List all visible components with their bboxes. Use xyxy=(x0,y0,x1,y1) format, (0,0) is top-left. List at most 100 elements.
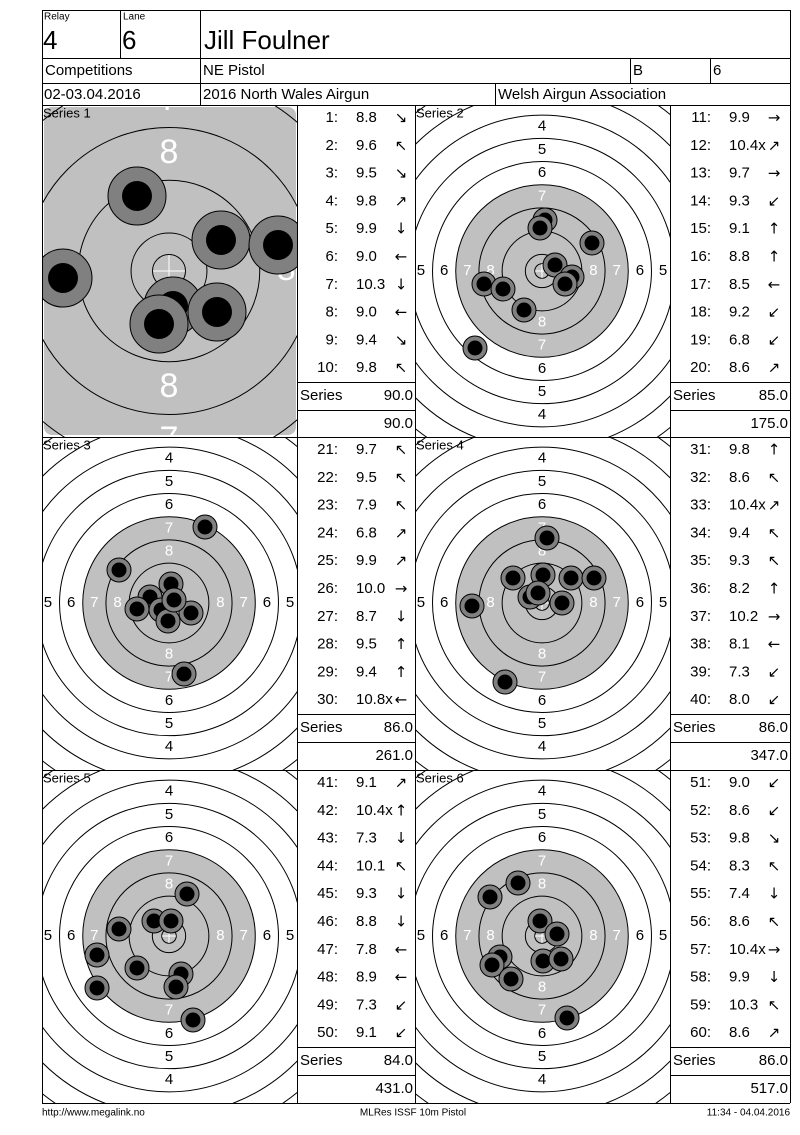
shot-number: 51: xyxy=(690,774,711,791)
shot-number: 24: xyxy=(317,524,338,541)
shot-direction: ↖ xyxy=(395,468,408,486)
ring-number: 6 xyxy=(165,692,173,709)
ring-number: 5 xyxy=(165,473,173,490)
shot-number: 1: xyxy=(325,109,338,126)
series-total: 90.0 xyxy=(384,387,413,404)
ring xyxy=(416,469,670,737)
shot-score: 10.3 xyxy=(729,996,758,1013)
ring-number: 5 xyxy=(165,1048,173,1065)
ring-number: 8 xyxy=(113,594,121,611)
shot-score: 9.8 xyxy=(729,441,750,458)
series-label: Series xyxy=(300,387,343,404)
ring-number: 4 xyxy=(165,783,173,800)
shot-direction: ↗ xyxy=(395,774,408,792)
series-title: Series 6 xyxy=(416,770,464,785)
series-label: Series xyxy=(300,1052,343,1069)
ring-number: 7 xyxy=(538,1002,546,1019)
shot-direction: ↘ xyxy=(395,164,408,182)
ring-number: 4 xyxy=(538,118,546,135)
shot-hole xyxy=(111,562,127,578)
shot-direction: ← xyxy=(768,275,781,293)
ring xyxy=(432,826,652,1046)
shot-hole xyxy=(160,613,176,629)
shot-number: 3: xyxy=(325,165,338,182)
shot-direction: ← xyxy=(395,968,408,986)
shot-score: 9.9 xyxy=(356,220,377,237)
series-total: 86.0 xyxy=(759,719,788,736)
shot-score: 9.3 xyxy=(729,552,750,569)
shot-direction: ↑ xyxy=(395,801,408,819)
ring-number: 7 xyxy=(538,187,546,204)
series-total: 86.0 xyxy=(384,719,413,736)
ring xyxy=(478,872,606,1000)
shot-score: 9.3 xyxy=(356,885,377,902)
shot-score: 9.4 xyxy=(729,524,750,541)
shot-score: 8.1 xyxy=(729,636,750,653)
ring-number: 8 xyxy=(538,978,546,995)
shot-number: 44: xyxy=(317,857,338,874)
shot-number: 60: xyxy=(690,1024,711,1041)
series-title: Series 2 xyxy=(416,105,464,120)
shot-number: 31: xyxy=(690,441,711,458)
shot-hole xyxy=(557,276,573,292)
ring-number: 8 xyxy=(160,367,179,405)
ring-number: 8 xyxy=(538,542,546,559)
shot-direction: ↓ xyxy=(768,968,781,986)
shot-score: 8.6 xyxy=(729,913,750,930)
ring-number: 6 xyxy=(165,829,173,846)
shot-direction: ↖ xyxy=(768,857,781,875)
ring xyxy=(416,802,670,1070)
shot-hole xyxy=(530,585,546,601)
shot-number: 20: xyxy=(690,359,711,376)
shot-direction: ↗ xyxy=(768,1024,781,1042)
shot-number: 4: xyxy=(325,192,338,209)
ring xyxy=(43,469,297,737)
shot-direction: ↖ xyxy=(768,468,781,486)
shot-score: 9.8 xyxy=(356,359,377,376)
footer-url: http://www.megalink.no xyxy=(42,1108,145,1119)
shot-direction: ↙ xyxy=(768,801,781,819)
shot-number: 15: xyxy=(690,220,711,237)
shot-score: 9.0 xyxy=(356,248,377,265)
shot-hole xyxy=(532,220,548,236)
shot-hole xyxy=(48,263,78,293)
shot-score: 9.7 xyxy=(356,441,377,458)
shot-direction: ↖ xyxy=(395,359,408,377)
shot-number: 53: xyxy=(690,830,711,847)
ring-number: 8 xyxy=(589,927,597,944)
shot-score: 9.0 xyxy=(729,774,750,791)
shot-score: 8.9 xyxy=(356,969,377,986)
ring-number: 5 xyxy=(44,927,52,944)
shot-score: 6.8 xyxy=(729,331,750,348)
ring-number: 5 xyxy=(165,806,173,823)
ring-number: 5 xyxy=(538,473,546,490)
shot-direction: ← xyxy=(395,303,408,321)
shot-number: 35: xyxy=(690,552,711,569)
shot-score: 10.3 xyxy=(356,276,385,293)
shot-hole xyxy=(163,913,179,929)
shot-number: 56: xyxy=(690,913,711,930)
shot-score: 7.3 xyxy=(356,830,377,847)
shot-score: 9.9 xyxy=(729,109,750,126)
shot-direction: ↙ xyxy=(768,774,781,792)
shot-direction: → xyxy=(395,580,408,598)
shot-hole xyxy=(183,605,199,621)
shot-score: 9.3 xyxy=(729,192,750,209)
shot-direction: → xyxy=(768,940,781,958)
shot-score: 9.2 xyxy=(729,304,750,321)
shot-direction: ↓ xyxy=(395,607,408,625)
shot-hole xyxy=(586,570,602,586)
ring-number: 7 xyxy=(613,594,621,611)
ring-number: 6 xyxy=(440,927,448,944)
lane-label: Lane xyxy=(123,12,146,23)
shot-score: 10.4x xyxy=(729,941,766,958)
ring-number: 4 xyxy=(538,738,546,755)
ring-number: 7 xyxy=(90,594,98,611)
ring xyxy=(59,826,279,1046)
ring-number: 4 xyxy=(538,783,546,800)
ring xyxy=(455,516,629,690)
shot-number: 40: xyxy=(690,691,711,708)
cumulative-total: 431.0 xyxy=(375,1080,413,1097)
shot-score: 9.5 xyxy=(356,636,377,653)
shot-number: 49: xyxy=(317,996,338,1013)
